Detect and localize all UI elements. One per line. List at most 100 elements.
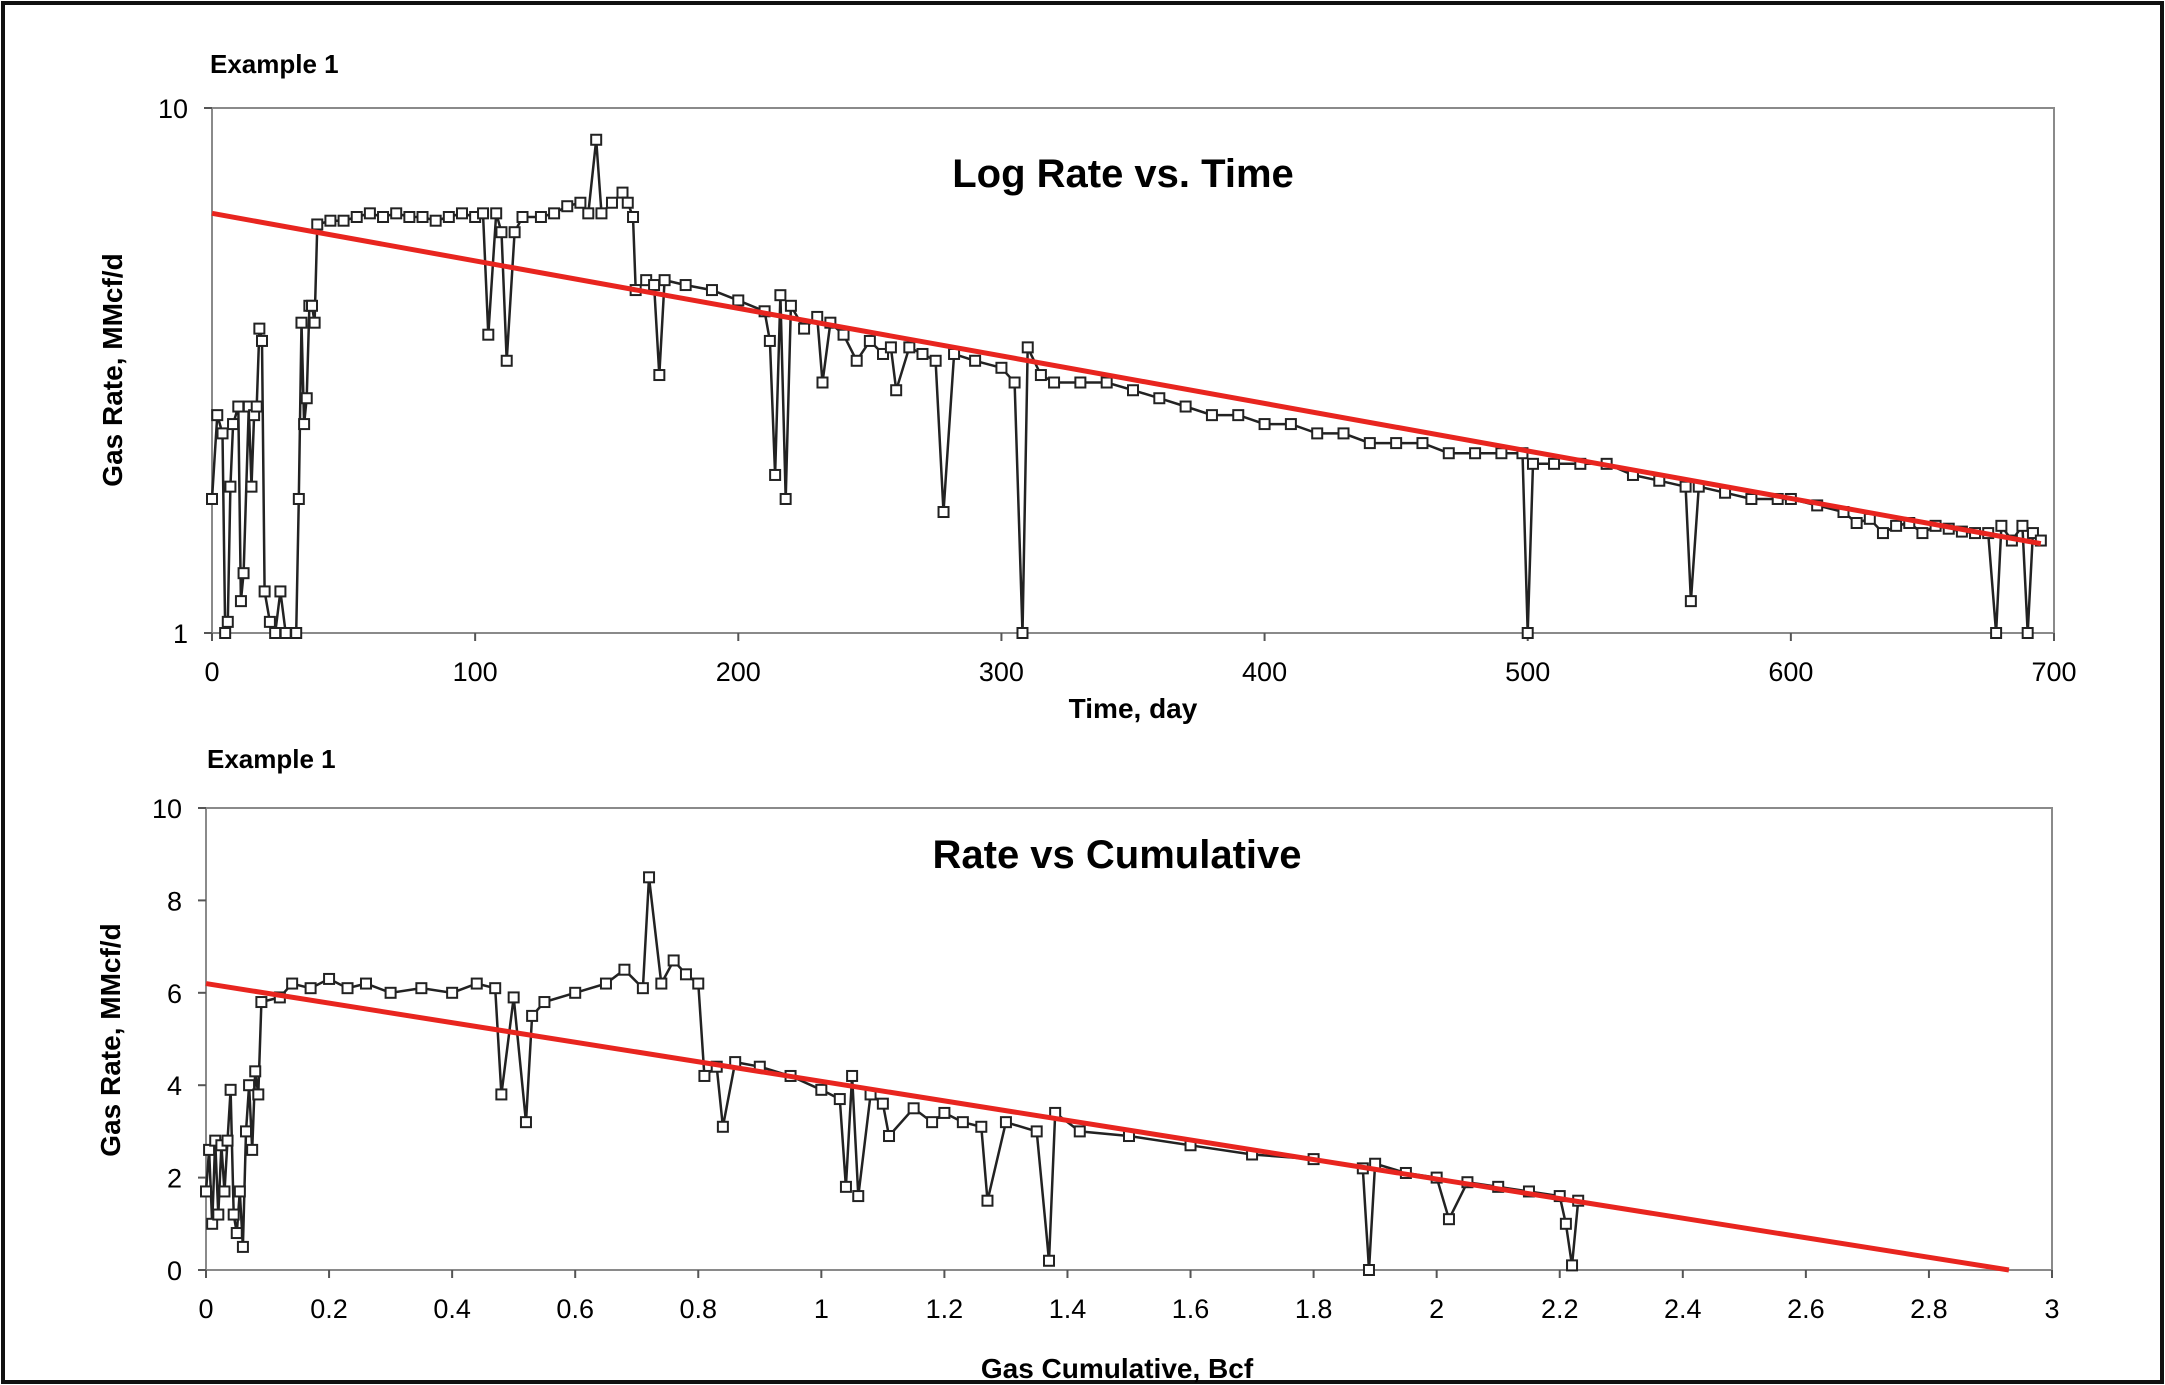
bottom-data-point [224,1083,237,1096]
top-data-point [1337,427,1350,440]
top-data-point [1179,400,1192,413]
bottom-data-point [227,1208,240,1221]
top-data-point [300,392,313,405]
top-data-point [705,284,718,297]
top-plot-area [211,107,2055,634]
bottom-data-point [203,1143,216,1156]
bottom-data-point [846,1069,859,1082]
bottom-data-point [839,1180,852,1193]
top-data-point [534,210,547,223]
bottom-y-tick-label: 4 [167,1071,182,1101]
bottom-data-point [1442,1213,1455,1226]
bottom-data-point [1559,1217,1572,1230]
top-data-point [916,347,929,360]
top-data-point [363,207,376,220]
bottom-example-label: Example 1 [207,744,336,774]
top-data-point [255,334,268,347]
top-data-point [1495,447,1508,460]
top-data-point [850,354,863,367]
top-data-point [298,418,311,431]
top-y-tick-label: 10 [158,94,188,124]
bottom-data-point [643,871,656,884]
top-data-point [648,279,661,292]
bottom-x-axis-label: Gas Cumulative, Bcf [981,1353,1254,1384]
top-data-point [1016,627,1029,639]
bottom-data-point [538,996,551,1009]
top-data-point [590,133,603,146]
top-data-point [548,207,561,220]
top-data-point [1876,527,1889,540]
bottom-x-tick-label: 2.4 [1664,1294,1702,1324]
bottom-data-point [618,963,631,976]
bottom-x-axis-ticks: 0 0.2 0.4 0.6 0.8 1 1.2 1.4 1.6 1.8 2 2.2 2.4 2.6 2.8 3 [198,1270,2060,1324]
bottom-data-point [883,1130,896,1143]
top-data-point [1034,369,1047,382]
top-data-point [561,200,574,213]
bottom-data-point [221,1134,234,1147]
top-data-point [1008,376,1021,389]
top-data-point [616,186,629,199]
top-x-tick-label: 200 [716,657,761,687]
top-data-point [216,427,229,440]
top-x-tick-label: 0 [204,657,219,687]
bottom-data-point [716,1120,729,1133]
bottom-data-point [233,1185,246,1198]
bottom-data-point [1566,1259,1579,1272]
bottom-data-point [938,1106,951,1119]
top-data-point [2021,627,2034,639]
bottom-series-line [204,877,1580,1271]
bottom-data-point [212,1208,225,1221]
bottom-x-tick-label: 0.4 [433,1294,471,1324]
bottom-data-point [926,1116,939,1129]
top-x-tick-label: 300 [979,657,1024,687]
bottom-data-point [489,982,502,995]
top-data-point [219,627,232,639]
top-data-point [455,207,468,220]
top-data-point [605,196,618,209]
top-data-point [1521,627,1534,639]
bottom-x-tick-label: 2.6 [1787,1294,1825,1324]
top-x-tick-label: 600 [1768,657,1813,687]
bottom-data-point [1073,1125,1086,1138]
top-data-point [516,210,529,223]
top-x-tick-label: 700 [2031,657,2076,687]
top-data-point [621,196,634,209]
top-data-point [1311,427,1324,440]
top-data-point [311,218,324,231]
top-data-point [416,210,429,223]
top-data-point [211,409,224,422]
bottom-data-point [698,1069,711,1082]
top-example-label: Example 1 [210,49,339,79]
top-data-point [250,400,263,413]
bottom-data-point [999,1116,1012,1129]
bottom-chart-title: Rate vs Cumulative [932,833,1301,877]
top-data-point [1916,527,1929,540]
top-data-point [1890,519,1903,532]
bottom-data-point [206,1217,219,1230]
top-data-point [350,210,363,223]
top-data-point [2016,519,2029,532]
bottom-data-point [1043,1254,1056,1267]
top-data-point [227,418,240,431]
top-data-point [837,328,850,341]
top-data-point [798,322,811,335]
bottom-data-point [833,1093,846,1106]
bottom-x-tick-label: 1.8 [1295,1294,1333,1324]
top-data-point [1127,384,1139,397]
top-data-point [784,299,797,312]
bottom-x-tick-label: 0.2 [310,1294,348,1324]
bottom-data-point [446,986,459,999]
top-data-point [1048,376,1061,389]
top-data-point [763,334,776,347]
top-data-point [1995,519,2008,532]
top-data-point [237,567,250,580]
top-data-point [390,207,403,220]
top-data-point [884,341,897,354]
top-chart: Example 1 0 100 200 300 400 500 600 700 1 10 Log… [97,49,2077,724]
bottom-data-point [655,977,668,990]
top-data-point [890,384,903,397]
bottom-data-point [692,977,705,990]
top-data-point [679,279,692,292]
